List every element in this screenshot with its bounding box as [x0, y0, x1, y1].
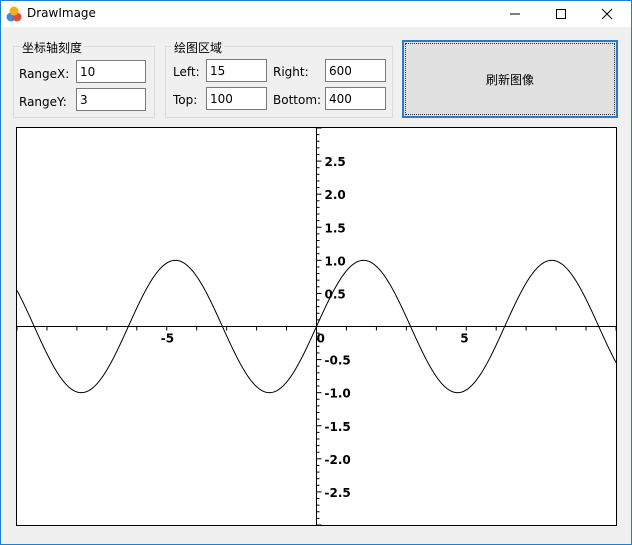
- maximize-icon: [556, 9, 566, 19]
- close-icon: [601, 8, 613, 20]
- right-input[interactable]: [325, 59, 386, 82]
- y-tick-label: -2.5: [325, 486, 351, 500]
- range-y-label: RangeY:: [19, 95, 67, 109]
- y-tick-label: -0.5: [325, 354, 351, 368]
- x-tick-label: -5: [161, 332, 174, 346]
- close-button[interactable]: [584, 1, 630, 27]
- sine-curve: [17, 259, 616, 394]
- refresh-image-button-label: 刷新图像: [485, 72, 534, 87]
- range-x-input[interactable]: [76, 60, 146, 83]
- y-tick-label: 2.0: [325, 188, 346, 202]
- minimize-icon: [510, 13, 520, 15]
- sine-plot: -5 0 5 2.5 2.0 1.5 1.0 0.5 -0.5 -1.0 -1.5 -2.0 -2.5: [17, 128, 616, 525]
- plot-area-group: 绘图区域: [165, 39, 393, 118]
- y-tick-label: 1.5: [325, 221, 346, 235]
- x-tick-label: 5: [460, 332, 468, 346]
- y-tick-label: 2.5: [325, 155, 346, 169]
- maximize-button[interactable]: [538, 1, 584, 27]
- y-tick-label: 0.5: [325, 287, 346, 301]
- app-icon: [6, 6, 22, 22]
- left-label: Left:: [173, 65, 200, 79]
- y-tick-label: -1.0: [325, 387, 351, 401]
- top-input[interactable]: [206, 87, 267, 110]
- minimize-button[interactable]: [492, 1, 538, 27]
- y-tick-label: -2.0: [325, 453, 351, 467]
- x-tick-label: 0: [317, 332, 325, 346]
- y-tick-label: 1.0: [325, 254, 346, 268]
- plot-area-group-title: 绘图区域: [172, 39, 225, 56]
- top-label: Top:: [173, 93, 198, 107]
- y-tick-label: -1.5: [325, 420, 351, 434]
- refresh-image-button[interactable]: 刷新图像: [402, 40, 618, 118]
- plot-canvas: -5 0 5 2.5 2.0 1.5 1.0 0.5 -0.5 -1.0 -1.5 -2.0 -2.5: [16, 127, 617, 526]
- right-label: Right:: [273, 65, 309, 79]
- range-y-input[interactable]: [76, 88, 146, 111]
- range-x-label: RangeX:: [19, 67, 70, 81]
- window-title: DrawImage: [27, 6, 96, 20]
- title-bar[interactable]: DrawImage: [1, 1, 631, 27]
- bottom-label: Bottom:: [273, 93, 322, 107]
- axis-scale-group: 坐标轴刻度: [13, 39, 155, 118]
- bottom-input[interactable]: [325, 87, 386, 110]
- axis-scale-group-title: 坐标轴刻度: [20, 39, 85, 56]
- left-input[interactable]: [206, 59, 267, 82]
